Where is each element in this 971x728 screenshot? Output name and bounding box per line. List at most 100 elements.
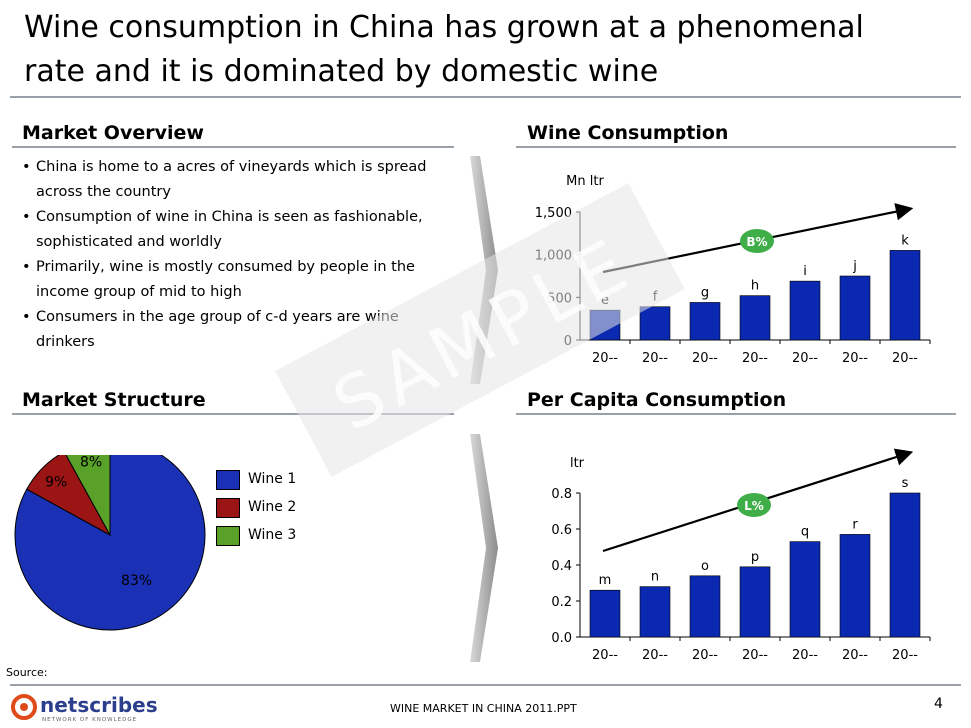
bar [589,309,621,341]
data-label: f [653,290,658,305]
bullet-item: • Primarily, wine is mostly consumed by p… [22,259,415,300]
title-area [0,0,971,98]
data-label: k [901,233,909,248]
x-tick-label: 20-- [742,351,768,366]
pie-value-label: 8% [80,455,102,470]
x-tick-label: 20-- [842,351,868,366]
data-label: j [852,259,857,274]
data-label: r [852,517,858,532]
bar [639,586,671,638]
bar [789,541,821,638]
logo-mark: netscribes NETWORK OF KNOWLEDGE [11,693,158,723]
data-label: o [701,559,709,574]
growth-badge [740,229,774,253]
y-axis-label: Mn ltr [566,174,604,189]
x-tick-label: 20-- [842,648,868,663]
y-tick-label: 1,500 [535,206,572,221]
pie-slice [65,455,111,536]
chevron-arrow-top [470,156,498,384]
x-tick-label: 20-- [692,648,718,663]
x-tick-label: 20-- [792,351,818,366]
footer-divider [10,684,961,686]
data-label: n [651,570,659,585]
growth-badge-label: L% [744,499,764,513]
pie-value-label: 83% [121,573,152,589]
pie-value-label: 9% [45,474,67,490]
pie-slice [14,455,206,631]
bar [789,280,821,341]
legend-label-wine1: Wine 1 [248,471,297,487]
y-tick-label: 1,000 [535,249,572,264]
wine-consumption-rule [516,146,956,148]
x-tick-label: 20-- [692,351,718,366]
y-tick-label: 0.8 [551,487,572,502]
market-overview-heading: Market Overview [22,122,204,144]
per-capita-heading: Per Capita Consumption [527,389,787,411]
x-tick-label: 20-- [792,648,818,663]
bar [589,589,621,638]
x-tick-label: 20-- [892,351,918,366]
data-label: q [801,525,809,540]
per-capita-rule [516,413,956,415]
y-tick-label: 0.6 [551,523,572,538]
y-tick-label: 0 [564,334,572,349]
bar [689,302,721,341]
x-tick-label: 20-- [742,648,768,663]
data-label: i [803,264,807,279]
bar [639,306,671,341]
logo-text: netscribes [40,693,158,717]
data-label: s [902,476,909,491]
footer-doc-name: WINE MARKET IN CHINA 2011.PPT [390,702,577,715]
wine-consumption-heading: Wine Consumption [527,122,729,144]
data-label: m [599,573,612,588]
bullet-text: Consumers in the age group of c-d years … [36,309,399,350]
x-tick-label: 20-- [642,648,668,663]
market-overview-bullets: • China is home to a acres of vineyards w… [22,155,462,355]
bar [839,534,871,638]
bullet-item: • Consumers in the age group of c-d years… [22,309,399,350]
bar [739,566,771,638]
data-label: g [701,285,709,300]
per-capita-chart: ltr 0.0 0.2 0.4 0.6 0.8 20-- m 20-- n 20-- o 20-- p 20… [551,448,931,663]
market-structure-heading: Market Structure [22,389,206,411]
data-label: e [601,293,609,308]
legend-label-wine3: Wine 3 [248,527,297,543]
market-structure-rule [12,413,454,415]
legend-swatch-wine1 [216,470,240,490]
data-label: h [751,279,759,294]
x-tick-label: 20-- [592,648,618,663]
bullet-text: Primarily, wine is mostly consumed by pe… [36,259,415,300]
y-axis-label: ltr [570,456,585,471]
bar [689,575,721,638]
x-tick-label: 20-- [592,351,618,366]
market-overview-rule [12,146,454,148]
bar [889,250,921,341]
growth-badge-label: B% [746,235,767,249]
slide-title: Wine consumption in China has grown at a… [24,10,864,89]
legend-swatch-wine3 [216,526,240,546]
chevron-arrow-bottom [470,434,498,662]
y-tick-label: 0.2 [551,595,572,610]
x-tick-label: 20-- [642,351,668,366]
logo-tagline: NETWORK OF KNOWLEDGE [42,717,137,723]
wine-consumption-chart: Mn ltr 0 500 1,000 1,500 20-- e 20-- f 20-- g 20-- h… [535,174,931,366]
netscribes-logo: netscribes NETWORK OF KNOWLEDGE [8,690,168,728]
bullet-item: • Consumption of wine in China is seen as… [22,209,423,250]
data-label: p [751,550,759,565]
growth-badge [737,493,771,517]
legend-swatch-wine2 [216,498,240,518]
pie-slice [26,455,112,537]
page-number: 4 [934,696,943,712]
market-structure-pie: 83% 9% 8% [14,455,206,631]
bar [839,275,871,341]
source-note: Source: [6,666,48,679]
legend-label-wine2: Wine 2 [248,499,297,515]
y-tick-label: 0.4 [551,559,572,574]
y-tick-label: 500 [547,291,572,306]
bullet-text: China is home to a acres of vineyards wh… [36,159,427,200]
y-tick-label: 0.0 [551,631,572,646]
bar [889,492,921,638]
bar [739,295,771,341]
bullet-item: • China is home to a acres of vineyards w… [22,159,427,200]
x-tick-label: 20-- [892,648,918,663]
